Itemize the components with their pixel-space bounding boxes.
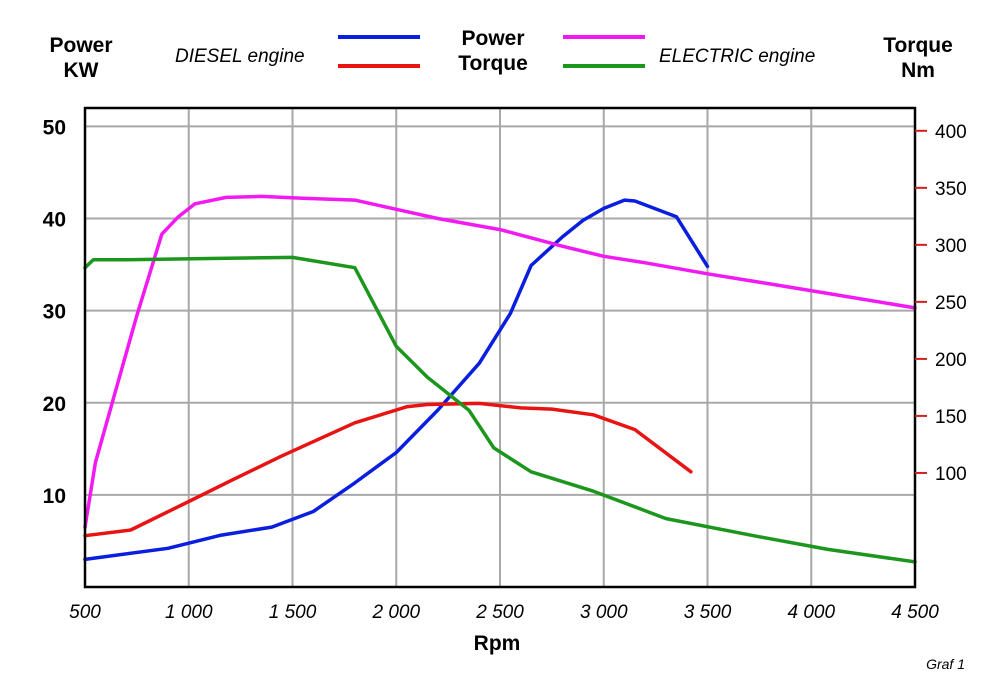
diesel-power-line — [83, 198, 710, 562]
left-axis-title-line1: Power — [49, 34, 112, 57]
axis-ticks: 500 1 000 1 500 2 000 2 500 3 000 3 500 4 000 4 … — [43, 116, 967, 623]
y-right-tick-label: 400 — [935, 122, 967, 143]
legend-electric-label: ELECTRIC engine — [659, 46, 815, 67]
diesel-torque-line — [83, 401, 693, 538]
x-tick-label: 4 000 — [787, 602, 835, 623]
y-right-tick-label: 250 — [935, 293, 967, 314]
right-axis-title-line2: Nm — [901, 59, 935, 82]
legend-power-label: Power — [461, 27, 524, 50]
y-left-tick-label: 10 — [43, 485, 66, 508]
y-right-tick-label: 300 — [935, 236, 967, 257]
x-tick-label: 500 — [69, 602, 101, 623]
footnote: Graf 1 — [926, 656, 965, 672]
legend-torque-label: Torque — [458, 52, 528, 75]
right-axis-title-line1: Torque — [883, 34, 953, 57]
y-left-tick-label: 20 — [43, 393, 66, 416]
x-tick-label: 3 000 — [580, 602, 628, 623]
y-right-tick-label: 350 — [935, 179, 967, 200]
y-right-tick-label: 200 — [935, 350, 967, 371]
electric-power-line — [83, 194, 917, 529]
x-axis-label: Rpm — [474, 632, 521, 655]
grid — [85, 108, 915, 587]
x-tick-label: 4 500 — [891, 602, 939, 623]
x-tick-label: 2 500 — [475, 602, 524, 623]
series-lines — [83, 194, 917, 564]
y-right-tick-label: 100 — [935, 464, 967, 485]
y-left-tick-label: 40 — [43, 209, 66, 232]
legend-diesel-label: DIESEL engine — [175, 46, 305, 67]
x-tick-label: 1 000 — [165, 602, 213, 623]
y-right-tick-label: 150 — [935, 407, 967, 428]
plot-frame — [83, 106, 917, 589]
y-left-tick-label: 30 — [43, 301, 66, 324]
x-tick-label: 2 000 — [371, 602, 420, 623]
legend: DIESEL engine Power Torque ELECTRIC engi… — [175, 27, 815, 75]
y-left-tick-label: 50 — [43, 116, 66, 139]
x-tick-label: 3 500 — [684, 602, 732, 623]
x-tick-label: 1 500 — [269, 602, 317, 623]
left-axis-title-line2: KW — [64, 59, 99, 82]
electric-torque-line — [83, 255, 917, 564]
